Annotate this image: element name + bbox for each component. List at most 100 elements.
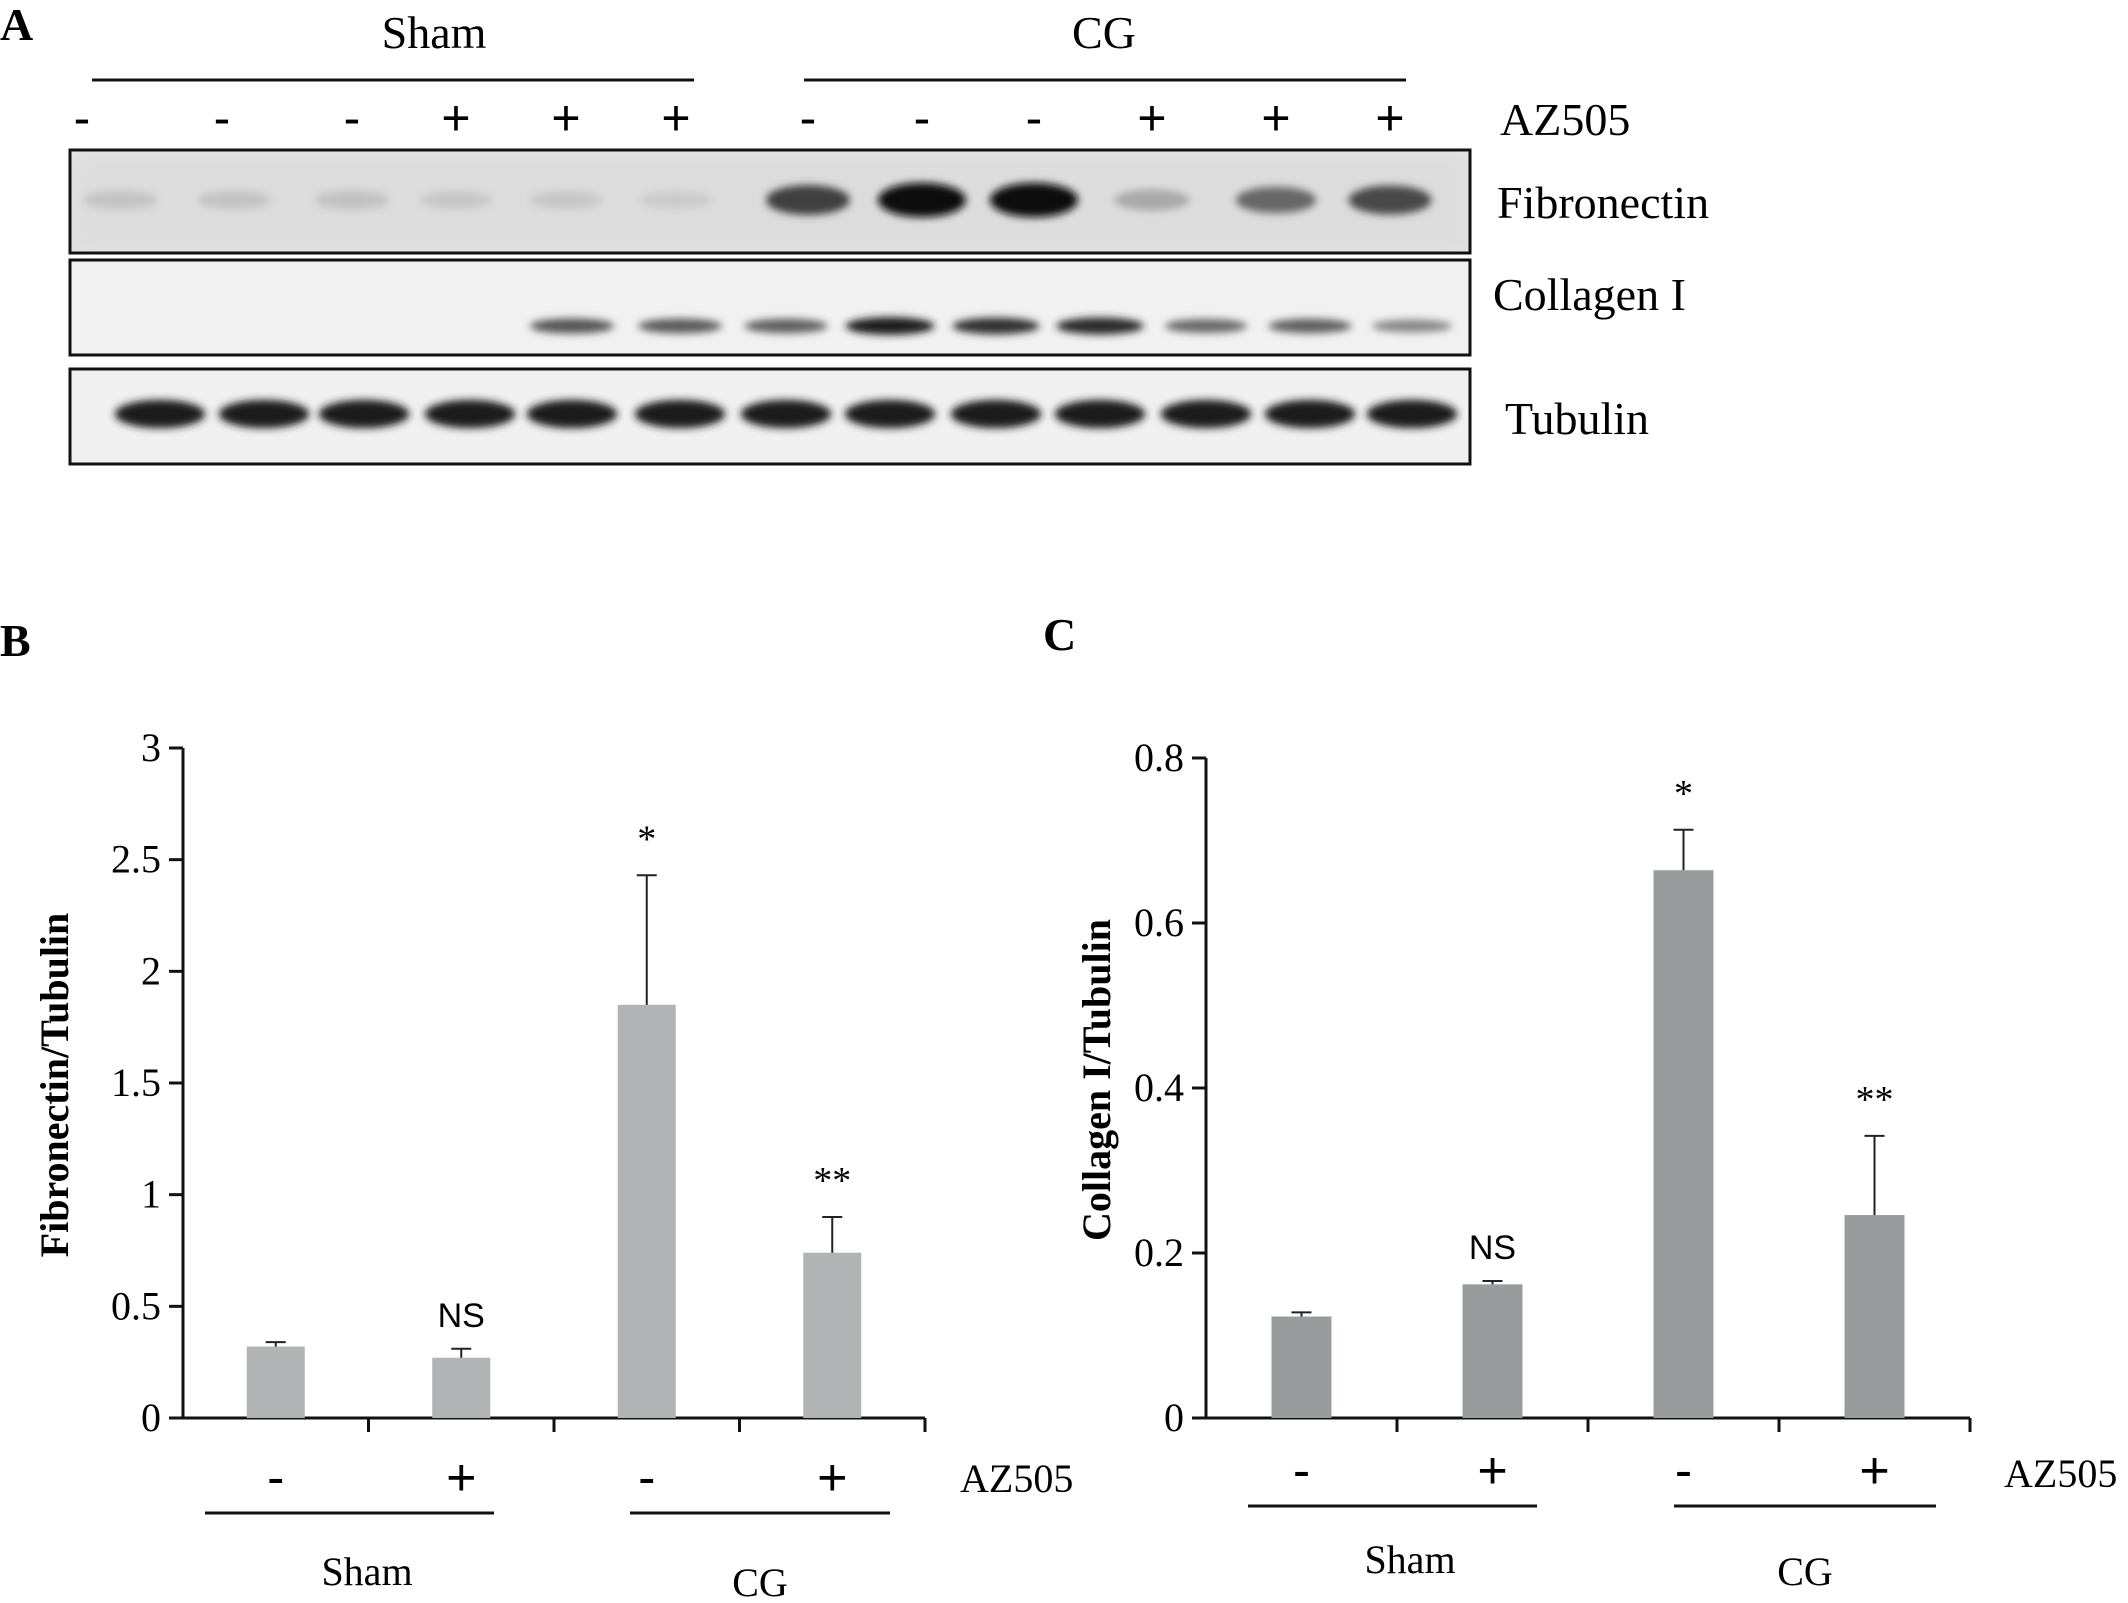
- y-tick-label: 0: [141, 1395, 161, 1440]
- blot-band: [952, 317, 1040, 335]
- blot-label-collagen: Collagen I: [1493, 269, 1686, 320]
- blot-band: [639, 191, 713, 209]
- y-tick-label: 1.5: [111, 1060, 161, 1105]
- blot-band: [1054, 399, 1146, 429]
- blot-band: [1268, 318, 1352, 334]
- chart-b: B Fibronectin/Tubulin 00.511.522.53 NS**…: [0, 615, 1073, 1603]
- bar: [617, 1004, 676, 1418]
- panel-a: A Sham CG - - - + + + - - - + + + AZ505 Fibronectin…: [0, 0, 1709, 466]
- blot-band: [318, 399, 410, 429]
- y-tick-label: 1: [141, 1172, 161, 1217]
- bar: [246, 1346, 305, 1418]
- blot-collagen: [68, 258, 1472, 357]
- blot-band: [218, 399, 310, 429]
- blot-band: [1348, 185, 1432, 215]
- lane-sign: -: [74, 90, 91, 146]
- y-tick-label: 0.5: [111, 1283, 161, 1328]
- category-label: -: [1675, 1442, 1692, 1500]
- chart-b-categories: - + - +: [267, 1449, 847, 1507]
- lane-sign: +: [1137, 90, 1166, 146]
- bar: [1653, 870, 1714, 1418]
- chart-c-treatment-label: AZ505: [2004, 1451, 2117, 1496]
- blot-band: [419, 190, 493, 210]
- category-label: +: [1859, 1442, 1889, 1500]
- lane-sign: +: [441, 90, 470, 146]
- chart-c-categories: - + - +: [1293, 1442, 1890, 1500]
- y-tick-label: 0.8: [1134, 735, 1184, 780]
- blot-band: [114, 399, 206, 429]
- significance-label: *: [637, 818, 656, 860]
- lane-sign: +: [661, 90, 690, 146]
- y-tick-label: 2: [141, 948, 161, 993]
- blot-fibronectin: [68, 148, 1472, 255]
- blot-band: [529, 318, 615, 334]
- blot-band: [1164, 318, 1248, 334]
- blot-band: [197, 190, 271, 210]
- panel-c-letter: C: [1043, 609, 1076, 660]
- chart-b-group-cg: CG: [732, 1560, 788, 1603]
- chart-b-group-sham: Sham: [321, 1549, 412, 1594]
- category-label: -: [638, 1449, 655, 1507]
- y-tick-label: 2.5: [111, 837, 161, 882]
- blot-band: [744, 318, 828, 334]
- significance-label: *: [1674, 773, 1693, 815]
- blot-label-tubulin: Tubulin: [1505, 393, 1649, 444]
- bar: [1462, 1284, 1523, 1418]
- lane-sign: +: [551, 90, 580, 146]
- lane-sign: -: [800, 90, 817, 146]
- blot-band: [766, 185, 850, 215]
- blot-band: [1160, 399, 1252, 429]
- lane-sign: -: [914, 90, 931, 146]
- y-tick-label: 0.4: [1134, 1065, 1184, 1110]
- blot-tubulin: [68, 367, 1472, 466]
- lane-sign: -: [344, 90, 361, 146]
- group-label-sham: Sham: [382, 7, 487, 58]
- chart-c-group-cg: CG: [1777, 1549, 1833, 1594]
- blot-band: [638, 318, 722, 334]
- blot-band: [1235, 186, 1317, 214]
- y-tick-label: 0: [1164, 1395, 1184, 1440]
- lane-sign: +: [1375, 90, 1404, 146]
- blot-band: [1114, 189, 1190, 211]
- blot-band: [529, 190, 603, 210]
- panel-a-letter: A: [0, 0, 33, 50]
- y-tick-label: 0.2: [1134, 1230, 1184, 1275]
- chart-b-ylabel: Fibronectin/Tubulin: [32, 913, 77, 1258]
- bar: [803, 1252, 862, 1418]
- bar: [1271, 1316, 1332, 1418]
- category-label: -: [267, 1449, 284, 1507]
- blot-band: [989, 182, 1079, 218]
- lane-signs: - - - + + + - - - + + +: [74, 90, 1405, 146]
- blot-band: [526, 399, 618, 429]
- y-tick-label: 0.6: [1134, 900, 1184, 945]
- chart-b-ticks: 0 0.5 1 1.5 2 2.5 3: [111, 725, 927, 1440]
- category-label: -: [1293, 1442, 1310, 1500]
- blot-band: [1056, 317, 1144, 335]
- chart-b-treatment-label: AZ505: [960, 1456, 1073, 1501]
- chart-c-ylabel: Collagen I/Tubulin: [1074, 919, 1119, 1241]
- blot-band: [634, 399, 726, 429]
- blot-band: [1264, 399, 1356, 429]
- chart-c: C Collagen I/Tubulin 00.20.40.60.8 NS***…: [1043, 609, 2117, 1594]
- blot-band: [844, 399, 936, 429]
- category-label: +: [446, 1449, 476, 1507]
- category-label: +: [1477, 1442, 1507, 1500]
- panel-a-treatment-label: AZ505: [1500, 94, 1630, 145]
- blot-band: [877, 182, 967, 218]
- significance-label: **: [1856, 1079, 1894, 1121]
- chart-c-group-sham: Sham: [1364, 1537, 1455, 1582]
- blot-band: [83, 190, 157, 210]
- significance-label: **: [813, 1160, 851, 1202]
- lane-sign: +: [1261, 90, 1290, 146]
- blot-band: [1371, 319, 1453, 333]
- category-label: +: [817, 1449, 847, 1507]
- lane-sign: -: [214, 90, 231, 146]
- significance-label: NS: [438, 1297, 485, 1335]
- chart-c-ticks: 0 0.2 0.4 0.6 0.8: [1134, 735, 1972, 1440]
- bar: [1844, 1215, 1905, 1418]
- chart-c-bars: NS***: [1271, 773, 1905, 1418]
- blot-band: [950, 399, 1042, 429]
- y-tick-label: 3: [141, 725, 161, 770]
- blot-label-fibronectin: Fibronectin: [1497, 177, 1709, 228]
